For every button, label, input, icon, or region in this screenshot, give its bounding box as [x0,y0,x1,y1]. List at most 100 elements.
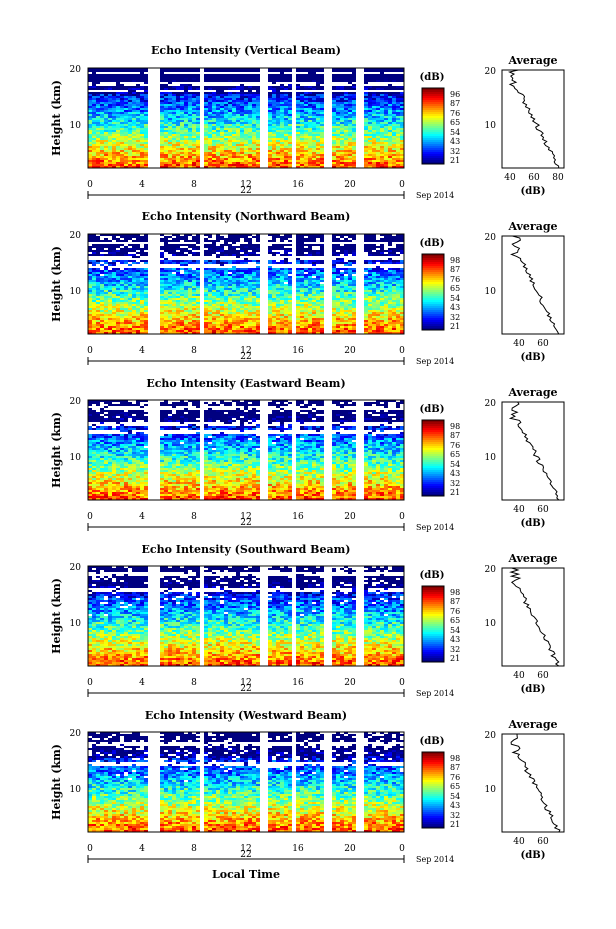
heatmap-cell [108,114,112,116]
heatmap-cell [96,158,100,160]
heatmap-cell [240,244,244,246]
heatmap-cell [372,110,376,112]
heatmap-cell [100,286,104,288]
heatmap-cell [232,160,236,162]
heatmap-cell [340,236,344,238]
heatmap-cell [160,140,164,142]
heatmap-cell [304,284,308,286]
heatmap-cell [312,120,316,122]
heatmap-cell [284,100,288,102]
heatmap-cell [168,96,172,98]
heatmap-cell [256,280,260,282]
heatmap-cell [188,104,192,106]
heatmap-cell [288,270,292,272]
heatmap-cell [372,246,376,248]
heatmap-cell [216,102,220,104]
heatmap-cell [352,138,356,140]
heatmap-cell [140,88,144,90]
heatmap-cell [400,286,404,288]
heatmap-cell [140,250,144,252]
heatmap-cell [144,272,148,274]
heatmap-cell [284,146,288,148]
heatmap-cell [244,154,248,156]
heatmap-cell [268,262,272,264]
heatmap-cell [380,164,384,166]
heatmap-cell [188,158,192,160]
heatmap-cell [112,122,116,124]
heatmap-cell [100,246,104,248]
heatmap-cell [268,162,272,164]
heatmap-cell [256,92,260,94]
heatmap-cell [256,282,260,284]
heatmap-cell [124,108,128,110]
heatmap-cell [92,112,96,114]
heatmap-cell [88,156,92,158]
heatmap-cell [140,284,144,286]
heatmap-cell [88,138,92,140]
heatmap-cell [280,144,284,146]
heatmap-cell [336,292,340,294]
heatmap-cell [116,254,120,256]
heatmap-cell [240,134,244,136]
heatmap-cell [100,284,104,286]
heatmap-cell [304,160,308,162]
heatmap-cell [216,268,220,270]
heatmap-cell [136,138,140,140]
heatmap-cell [400,166,404,168]
heatmap-cell [340,152,344,154]
heatmap-cell [112,88,116,90]
heatmap-cell [388,272,392,274]
heatmap-cell [276,140,280,142]
heatmap-cell [176,294,180,296]
heatmap-cell [392,158,396,160]
heatmap-cell [220,164,224,166]
heatmap-cell [276,274,280,276]
heatmap-cell [400,262,404,264]
heatmap-cell [288,84,292,86]
heatmap-cell [252,112,256,114]
heatmap-cell [232,148,236,150]
heatmap-cell [140,166,144,168]
heatmap-cell [280,238,284,240]
heatmap-cell [288,116,292,118]
heatmap-cell [272,156,276,158]
heatmap-cell [320,124,324,126]
heatmap-cell [320,150,324,152]
heatmap-cell [272,132,276,134]
heatmap-cell [240,154,244,156]
heatmap-cell [120,152,124,154]
heatmap-cell [144,280,148,282]
heatmap-cell [172,92,176,94]
heatmap-cell [224,282,228,284]
heatmap-cell [332,130,336,132]
heatmap-cell [304,270,308,272]
heatmap-cell [316,148,320,150]
heatmap-cell [180,142,184,144]
heatmap-cell [316,234,320,236]
heatmap-cell [388,158,392,160]
heatmap-cell [128,274,132,276]
heatmap-cell [348,252,352,254]
heatmap-cell [376,240,380,242]
heatmap-cell [380,272,384,274]
heatmap-cell [308,138,312,140]
heatmap-cell [232,110,236,112]
heatmap-cell [236,124,240,126]
heatmap-cell [208,132,212,134]
heatmap-cell [120,118,124,120]
heatmap-cell [188,252,192,254]
heatmap-cell [188,154,192,156]
heatmap-cell [168,106,172,108]
heatmap-cell [216,86,220,88]
heatmap-cell [184,98,188,100]
heatmap-cell [396,248,400,250]
heatmap-cell [164,80,168,82]
heatmap-cell [208,74,212,76]
heatmap-cell [308,246,312,248]
heatmap-cell [120,126,124,128]
heatmap-cell [188,276,192,278]
heatmap-cell [312,70,316,72]
heatmap-cell [276,74,280,76]
heatmap-cell [332,250,336,252]
heatmap-cell [320,274,324,276]
